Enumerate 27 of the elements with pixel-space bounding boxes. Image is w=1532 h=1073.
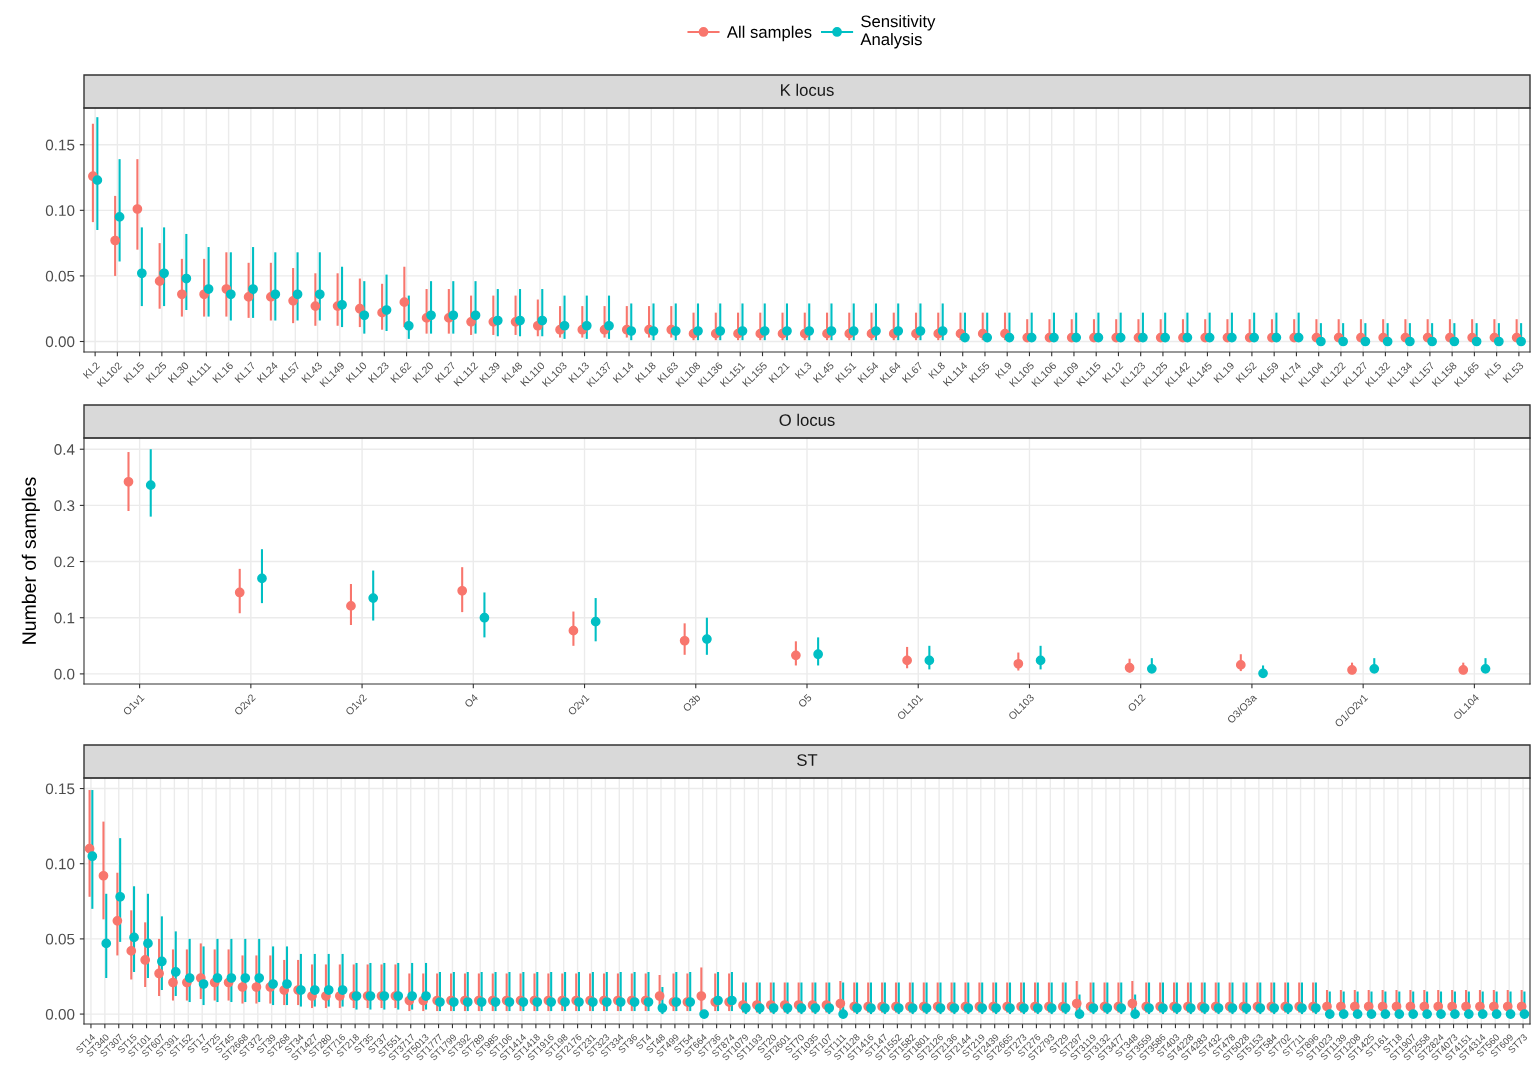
- x-tick-label: O5: [797, 693, 813, 708]
- y-tick-label: 0.15: [45, 783, 75, 795]
- legend-label: All samples: [726, 25, 812, 42]
- x-tick-label: O4: [464, 693, 479, 708]
- y-tick-label: 0.15: [45, 139, 75, 151]
- y-tick-label: 0.05: [45, 270, 75, 282]
- y-tick-label: 0.10: [45, 205, 75, 217]
- x-tick-label: KL8: [928, 361, 946, 379]
- x-tick-label: O3b: [682, 693, 701, 713]
- legend-label: Sensitivity Analysis: [860, 15, 936, 49]
- y-tick-label: 0.2: [54, 556, 75, 568]
- x-tick-label: KL9: [994, 361, 1013, 379]
- y-axis-title: Number of samples: [21, 477, 40, 644]
- y-tick-label: 0.3: [54, 500, 75, 512]
- y-tick-label: 0.00: [45, 336, 75, 348]
- x-tick-label: KL5: [1484, 361, 1502, 379]
- y-tick-label: 0.10: [45, 858, 75, 870]
- y-tick-label: 0.0: [54, 668, 75, 680]
- y-tick-label: 0.05: [45, 933, 75, 945]
- x-tick-label: KL3: [794, 361, 813, 379]
- y-tick-label: 0.1: [54, 612, 75, 624]
- y-tick-label: 0.4: [54, 444, 75, 455]
- x-tick-label: O12: [1127, 693, 1146, 713]
- chart-title: O locus: [779, 413, 835, 426]
- chart-title: K locus: [781, 83, 834, 96]
- chart-title: ST: [797, 754, 818, 766]
- y-tick-label: 0.00: [45, 1008, 75, 1020]
